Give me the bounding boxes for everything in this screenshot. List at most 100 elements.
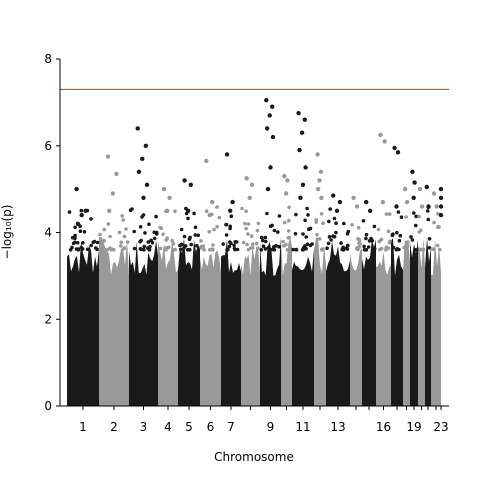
snp-top-point [296,111,301,116]
x-tick-label: 5 [185,420,193,434]
snp-point [265,211,269,216]
snp-top-point [247,195,252,200]
snp-point [287,205,291,210]
snp-top-point [83,208,88,213]
snp-point [75,241,80,245]
snp-point [332,235,337,239]
snp-top-point [282,173,287,179]
snp-point [94,246,98,250]
snp-point [82,230,87,234]
snp-top-point [249,182,255,187]
snp-point [106,222,111,226]
snp-point [308,243,313,248]
chromosome-16-cloud [376,251,391,406]
snp-point [282,220,287,225]
snp-point [294,247,299,252]
snp-point [170,238,174,243]
snp-top-point [230,199,235,205]
snp-point [108,234,112,239]
snp-point [276,230,280,234]
chromosome-5-cloud [178,238,200,406]
snp-top-point [167,195,172,200]
snp-point [212,227,216,232]
snp-point [255,228,260,233]
snp-point [125,240,130,244]
snp-point [356,225,361,230]
snp-point [210,247,215,251]
snp-top-point [394,204,399,209]
snp-point [281,239,285,244]
snp-point [398,233,403,238]
snp-point [390,233,395,238]
snp-point [325,246,329,250]
snp-point [319,212,324,216]
snp-point [72,240,77,245]
snp-point [89,243,93,248]
snp-point [384,248,388,252]
snp-point [244,209,248,213]
snp-top-point [337,199,343,205]
x-tick-label: 13 [330,420,345,434]
snp-point [379,246,384,251]
snp-point [414,223,418,228]
snp-point [391,245,396,250]
snp-point [118,244,123,248]
snp-point [211,243,215,247]
snp-point [414,214,418,219]
snp-point [124,227,128,231]
snp-top-point [402,186,408,192]
snp-point [152,236,157,241]
snp-point [314,246,318,251]
snp-point [140,215,144,219]
x-tick-label: 23 [433,420,448,434]
snp-point [165,236,169,240]
chromosome-13-cloud [326,240,350,406]
snp-point [143,231,147,235]
chromosome-1-cloud [67,241,99,406]
snp-top-point [382,139,387,144]
snp-point [259,235,264,240]
snp-top-point [424,184,429,190]
snp-top-point [285,178,290,183]
snp-point [178,247,183,252]
snp-point [369,236,373,241]
snp-point [432,220,436,225]
snp-point [387,212,392,216]
snp-top-point [354,204,360,209]
snp-point [314,220,319,224]
snp-point [161,232,165,237]
chromosome-2-cloud [99,238,129,406]
snp-point [303,218,307,223]
snp-point [413,247,417,252]
snp-point [364,232,369,237]
snp-top-point [161,186,167,192]
snp-point [215,205,219,209]
x-tick-label: 16 [376,420,391,434]
snp-point [287,235,292,240]
snp-point [171,241,176,246]
snp-point [395,230,399,235]
snp-point [426,217,431,222]
snp-point [79,208,84,213]
snp-point [250,246,255,250]
snp-top-point [79,212,84,218]
snp-point [266,246,271,250]
snp-point [163,246,167,250]
y-axis-label: −log₁₀(p) [0,205,14,260]
snp-point [293,232,298,236]
snp-point [244,226,248,231]
snp-top-point [302,117,307,122]
snp-point [128,208,133,212]
snp-point [85,247,90,252]
snp-point [121,218,126,222]
chromosome-11-cloud [292,249,314,406]
x-tick-label: 2 [110,420,118,434]
snp-point [326,241,331,246]
snp-point [291,247,295,252]
snp-point [364,236,368,241]
snp-top-point [412,180,417,185]
snp-point [304,235,309,239]
chromosome-point-clouds [67,236,441,406]
snp-top-point [267,113,272,118]
